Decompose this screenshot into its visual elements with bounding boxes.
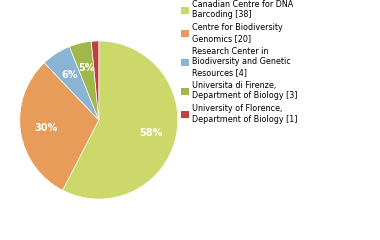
Text: 30%: 30% [34, 123, 57, 133]
Text: 6%: 6% [62, 70, 78, 80]
Wedge shape [44, 47, 99, 120]
Wedge shape [20, 63, 99, 190]
Text: 5%: 5% [78, 63, 94, 73]
Wedge shape [63, 41, 178, 199]
Text: 58%: 58% [139, 128, 163, 138]
Text: 2%: 2% [0, 239, 1, 240]
Wedge shape [70, 41, 99, 120]
Wedge shape [91, 41, 99, 120]
Legend: Canadian Centre for DNA
Barcoding [38], Centre for Biodiversity
Genomics [20], R: Canadian Centre for DNA Barcoding [38], … [180, 0, 297, 124]
